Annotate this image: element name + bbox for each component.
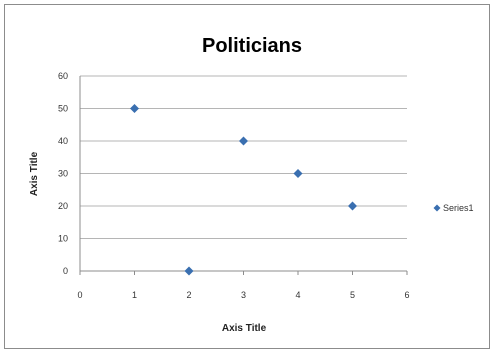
x-tick-label: 5: [350, 290, 355, 300]
data-point-4: [293, 169, 303, 178]
y-tick-label: 0: [63, 266, 68, 276]
chart-frame: [4, 4, 490, 349]
x-axis-title: Axis Title: [222, 323, 267, 334]
y-tick-label: 40: [58, 136, 68, 146]
x-tick-label: 2: [186, 290, 191, 300]
x-tick-labels: 0 1 2 3 4 5 6: [77, 290, 409, 300]
x-tick-label: 0: [77, 290, 82, 300]
y-tick-label: 10: [58, 234, 68, 244]
legend: Series1: [433, 203, 474, 213]
x-tick-label: 4: [295, 290, 300, 300]
x-tick-label: 1: [132, 290, 137, 300]
y-axis-title: Axis Title: [29, 151, 40, 196]
y-tick-label: 20: [58, 201, 68, 211]
legend-label: Series1: [443, 203, 474, 213]
grid-lines: [79, 75, 408, 275]
data-point-2: [184, 266, 194, 276]
data-point-5: [348, 201, 357, 211]
y-tick-labels: 0 10 20 30 40 50 60: [58, 71, 68, 276]
x-tick-label: 6: [404, 290, 409, 300]
chart-title: Politicians: [202, 35, 302, 57]
y-tick-label: 50: [58, 104, 68, 114]
x-tick-label: 3: [241, 290, 246, 300]
data-points: [130, 104, 357, 276]
data-point-3: [239, 136, 248, 146]
y-tick-label: 30: [58, 169, 68, 179]
data-point-1: [130, 104, 139, 113]
y-tick-label: 60: [58, 71, 68, 81]
legend-marker-diamond: [433, 204, 441, 212]
